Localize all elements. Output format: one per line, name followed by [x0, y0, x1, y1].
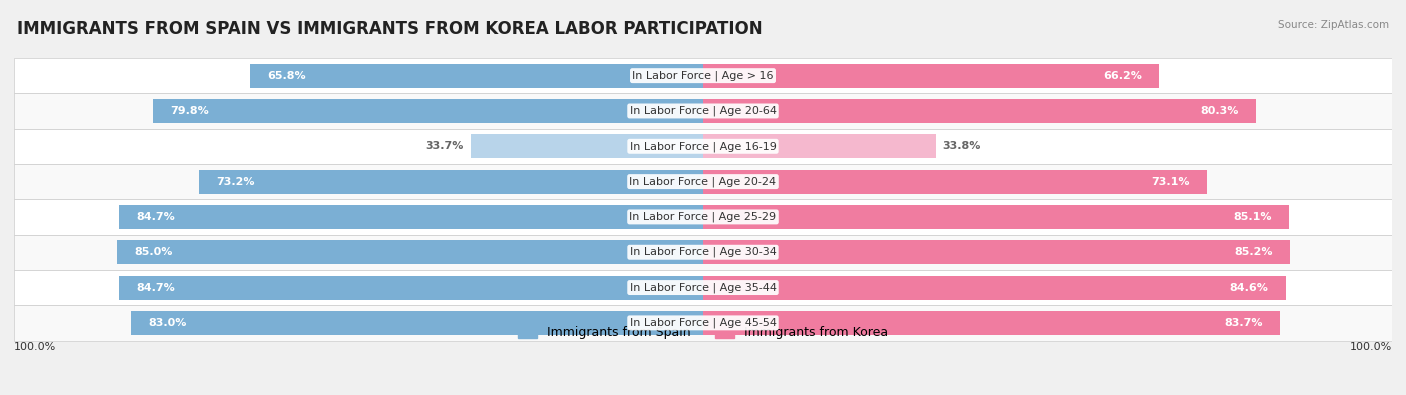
Text: 33.7%: 33.7% — [426, 141, 464, 151]
Text: In Labor Force | Age > 16: In Labor Force | Age > 16 — [633, 70, 773, 81]
Text: In Labor Force | Age 30-34: In Labor Force | Age 30-34 — [630, 247, 776, 258]
Text: In Labor Force | Age 25-29: In Labor Force | Age 25-29 — [630, 212, 776, 222]
Bar — [250, 64, 703, 88]
Text: Source: ZipAtlas.com: Source: ZipAtlas.com — [1278, 20, 1389, 30]
Text: 84.7%: 84.7% — [136, 212, 176, 222]
Text: 100.0%: 100.0% — [14, 342, 56, 352]
Bar — [117, 240, 703, 264]
Text: 84.7%: 84.7% — [136, 282, 176, 293]
Bar — [703, 276, 1286, 299]
Bar — [703, 169, 1206, 194]
Text: 85.0%: 85.0% — [135, 247, 173, 257]
Text: In Labor Force | Age 16-19: In Labor Force | Age 16-19 — [630, 141, 776, 152]
Text: 85.1%: 85.1% — [1233, 212, 1272, 222]
Bar — [703, 205, 1289, 229]
Bar — [703, 99, 1256, 123]
Text: 33.8%: 33.8% — [943, 141, 981, 151]
FancyBboxPatch shape — [14, 235, 1392, 270]
Text: 79.8%: 79.8% — [170, 106, 209, 116]
Text: 83.7%: 83.7% — [1223, 318, 1263, 328]
Bar — [120, 205, 703, 229]
Text: In Labor Force | Age 45-54: In Labor Force | Age 45-54 — [630, 318, 776, 328]
Text: 84.6%: 84.6% — [1230, 282, 1268, 293]
Bar — [471, 134, 703, 158]
Bar — [703, 311, 1279, 335]
Text: IMMIGRANTS FROM SPAIN VS IMMIGRANTS FROM KOREA LABOR PARTICIPATION: IMMIGRANTS FROM SPAIN VS IMMIGRANTS FROM… — [17, 20, 762, 38]
Bar — [703, 134, 936, 158]
Bar — [120, 276, 703, 299]
Text: 66.2%: 66.2% — [1102, 71, 1142, 81]
FancyBboxPatch shape — [14, 270, 1392, 305]
Text: 80.3%: 80.3% — [1201, 106, 1239, 116]
FancyBboxPatch shape — [14, 164, 1392, 199]
Bar — [703, 64, 1159, 88]
Text: 65.8%: 65.8% — [267, 71, 305, 81]
FancyBboxPatch shape — [14, 58, 1392, 93]
Text: In Labor Force | Age 20-64: In Labor Force | Age 20-64 — [630, 106, 776, 116]
Bar — [131, 311, 703, 335]
FancyBboxPatch shape — [14, 199, 1392, 235]
FancyBboxPatch shape — [14, 305, 1392, 340]
FancyBboxPatch shape — [14, 93, 1392, 129]
Bar — [198, 169, 703, 194]
Text: 83.0%: 83.0% — [149, 318, 187, 328]
Text: 73.1%: 73.1% — [1152, 177, 1189, 186]
Text: In Labor Force | Age 20-24: In Labor Force | Age 20-24 — [630, 176, 776, 187]
Text: 73.2%: 73.2% — [217, 177, 254, 186]
Legend: Immigrants from Spain, Immigrants from Korea: Immigrants from Spain, Immigrants from K… — [513, 322, 893, 344]
Text: 85.2%: 85.2% — [1234, 247, 1272, 257]
Bar — [703, 240, 1289, 264]
FancyBboxPatch shape — [14, 129, 1392, 164]
Text: 100.0%: 100.0% — [1350, 342, 1392, 352]
Text: In Labor Force | Age 35-44: In Labor Force | Age 35-44 — [630, 282, 776, 293]
Bar — [153, 99, 703, 123]
